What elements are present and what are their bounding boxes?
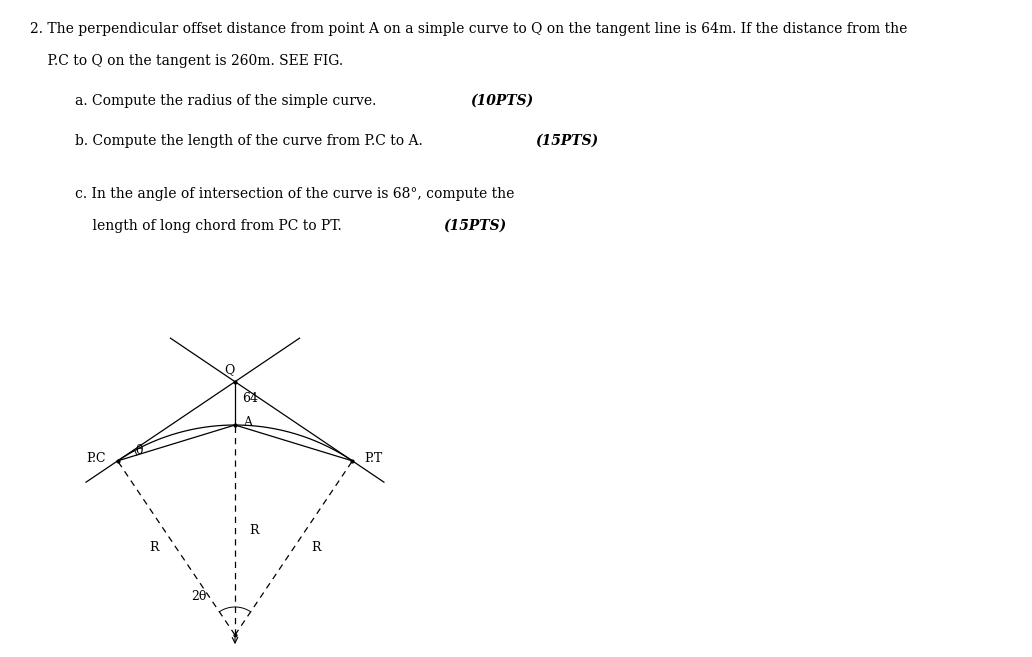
Text: (15PTS): (15PTS) (443, 219, 507, 233)
Text: R: R (150, 541, 159, 555)
Text: (15PTS): (15PTS) (535, 134, 599, 148)
Text: P.T: P.T (364, 453, 383, 465)
Text: P.C to Q on the tangent is 260m. SEE FIG.: P.C to Q on the tangent is 260m. SEE FIG… (30, 54, 343, 68)
Text: Q: Q (224, 363, 234, 376)
Text: A: A (243, 417, 252, 430)
Text: length of long chord from PC to PT.: length of long chord from PC to PT. (75, 219, 346, 233)
Text: b. Compute the length of the curve from P.C to A.: b. Compute the length of the curve from … (75, 134, 427, 148)
Text: 2. The perpendicular offset distance from point A on a simple curve to Q on the : 2. The perpendicular offset distance fro… (30, 22, 907, 36)
Text: 2θ: 2θ (191, 591, 206, 604)
Text: R: R (312, 541, 321, 555)
Text: R: R (249, 524, 258, 537)
Text: c. In the angle of intersection of the curve is 68°, compute the: c. In the angle of intersection of the c… (75, 187, 514, 201)
Text: 64: 64 (241, 392, 258, 405)
Text: (10PTS): (10PTS) (471, 94, 534, 108)
Text: a. Compute the radius of the simple curve.: a. Compute the radius of the simple curv… (75, 94, 381, 108)
Text: P.C: P.C (86, 453, 105, 465)
Text: θ: θ (136, 444, 143, 457)
